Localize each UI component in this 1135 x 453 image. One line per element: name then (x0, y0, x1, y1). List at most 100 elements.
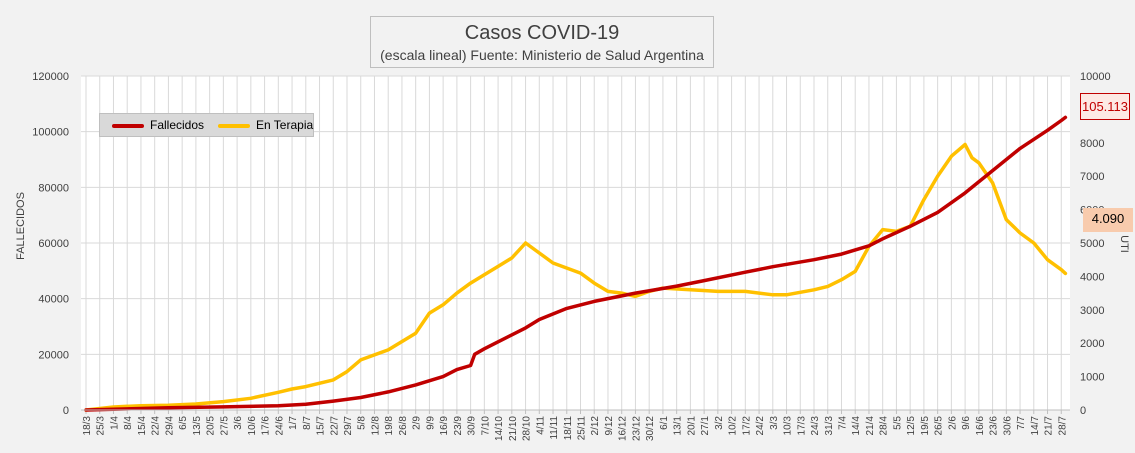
x-tick-label: 24/2 (755, 416, 766, 436)
y2-tick-label: 5000 (1080, 238, 1104, 250)
x-tick-label: 10/2 (728, 416, 739, 436)
y-axis-left-label: FALLECIDOS (15, 192, 27, 260)
x-tick-label: 24/6 (274, 416, 285, 436)
x-tick-label: 3/3 (769, 416, 780, 430)
x-tick-label: 27/5 (219, 416, 230, 436)
y-tick-label: 60000 (38, 238, 69, 250)
x-tick-label: 23/6 (989, 416, 1000, 436)
current-value-fallecidos: 105.113 (1080, 93, 1130, 120)
x-tick-label: 25/3 (96, 416, 107, 436)
x-tick-label: 8/7 (302, 416, 313, 430)
x-tick-label: 21/4 (865, 416, 876, 436)
y2-tick-label: 4000 (1080, 271, 1104, 283)
chart-title-box: Casos COVID-19 (escala lineal) Fuente: M… (370, 16, 714, 68)
y-tick-label: 120000 (32, 71, 69, 83)
x-tick-label: 10/6 (247, 416, 258, 436)
y-tick-label: 80000 (38, 182, 69, 194)
y2-tick-label: 2000 (1080, 338, 1104, 350)
series-line-fallecidos (84, 115, 1068, 412)
x-tick-label: 16/12 (618, 416, 629, 441)
x-tick-label: 12/5 (906, 416, 917, 436)
x-tick-label: 23/12 (631, 416, 642, 441)
x-tick-label: 4/11 (535, 416, 546, 435)
x-tick-label: 1/4 (109, 416, 120, 430)
x-tick-label: 3/6 (233, 416, 244, 430)
x-tick-label: 17/2 (741, 416, 752, 436)
x-tick-label: 17/3 (796, 416, 807, 436)
x-tick-label: 19/5 (920, 416, 931, 436)
y-tick-label: 100000 (32, 127, 69, 139)
y2-tick-label: 7000 (1080, 171, 1104, 183)
x-tick-label: 28/7 (1057, 416, 1068, 436)
x-tick-label: 6/1 (659, 416, 670, 430)
x-tick-label: 23/9 (453, 416, 464, 436)
x-tick-label: 18/3 (82, 416, 93, 436)
x-tick-label: 28/4 (879, 416, 890, 436)
x-tick-label: 21/10 (508, 416, 519, 441)
legend-label-en-terapia: En Terapia (256, 118, 314, 132)
x-tick-label: 31/3 (824, 416, 835, 436)
x-tick-label: 19/8 (384, 416, 395, 436)
x-tick-label: 13/1 (673, 416, 684, 436)
x-tick-label: 13/5 (192, 416, 203, 436)
x-tick-label: 26/5 (934, 416, 945, 436)
y-axis-right-ticks: 0100020003000400050006000700080009000100… (1080, 71, 1111, 417)
x-tick-label: 30/6 (1002, 416, 1013, 436)
x-tick-label: 26/8 (398, 416, 409, 436)
x-tick-label: 3/2 (714, 416, 725, 430)
x-tick-label: 22/4 (151, 416, 162, 436)
x-tick-label: 6/5 (178, 416, 189, 430)
x-tick-label: 21/7 (1044, 416, 1055, 436)
y-tick-label: 0 (63, 405, 69, 417)
y2-tick-label: 3000 (1080, 305, 1104, 317)
chart-subtitle: (escala lineal) Fuente: Ministerio de Sa… (380, 47, 704, 63)
x-tick-label: 29/4 (164, 416, 175, 436)
x-tick-label: 27/1 (700, 416, 711, 436)
x-tick-label: 7/4 (837, 416, 848, 430)
x-tick-label: 5/8 (357, 416, 368, 430)
x-tick-label: 5/5 (892, 416, 903, 430)
x-tick-label: 11/11 (549, 416, 560, 440)
y2-tick-label: 1000 (1080, 372, 1104, 384)
x-tick-label: 7/7 (1016, 416, 1027, 430)
x-tick-label: 29/7 (343, 416, 354, 436)
x-tick-label: 2/9 (412, 416, 423, 430)
legend-label-fallecidos: Fallecidos (150, 118, 205, 132)
x-tick-label: 9/12 (604, 416, 615, 436)
current-value-en-terapia: 4.090 (1083, 208, 1133, 232)
x-tick-label: 1/7 (288, 416, 299, 430)
x-tick-label: 22/7 (329, 416, 340, 436)
x-tick-label: 14/10 (494, 416, 505, 441)
legend-swatch-en-terapia (218, 124, 250, 128)
x-tick-label: 24/3 (810, 416, 821, 436)
x-tick-label: 28/10 (522, 416, 533, 441)
y-axis-left-ticks: 0 20000 40000 60000 80000 100000 120000 (32, 71, 69, 417)
x-axis-ticks: 18/3 25/3 1/4 8/4 15/4 22/4 29/4 6/5 13/5 20/5 27/… (82, 410, 1068, 441)
x-tick-label: 20/5 (206, 416, 217, 436)
x-tick-label: 25/11 (577, 416, 588, 441)
y2-tick-label: 8000 (1080, 138, 1104, 150)
x-tick-label: 30/9 (467, 416, 478, 436)
x-tick-label: 15/4 (137, 416, 148, 436)
y2-tick-label: 10000 (1080, 71, 1111, 83)
x-tick-label: 2/6 (947, 416, 958, 430)
legend-swatch-fallecidos (112, 124, 144, 128)
x-tick-label: 9/9 (425, 416, 436, 430)
x-tick-label: 20/1 (686, 416, 697, 436)
x-tick-label: 12/8 (370, 416, 381, 436)
chart-title: Casos COVID-19 (464, 22, 620, 44)
x-tick-label: 16/6 (975, 416, 986, 436)
x-tick-label: 2/12 (590, 416, 601, 436)
x-tick-label: 14/7 (1030, 416, 1041, 436)
x-tick-label: 30/12 (645, 416, 656, 441)
y-tick-label: 20000 (38, 349, 69, 361)
x-tick-label: 9/6 (961, 416, 972, 430)
x-tick-label: 18/11 (563, 416, 574, 441)
x-tick-label: 14/4 (851, 416, 862, 436)
x-tick-label: 15/7 (316, 416, 327, 436)
x-tick-label: 8/4 (123, 416, 134, 430)
x-tick-label: 17/6 (261, 416, 272, 436)
x-tick-label: 7/10 (480, 416, 491, 436)
y2-tick-label: 0 (1080, 405, 1086, 417)
series-lines (84, 115, 1068, 412)
